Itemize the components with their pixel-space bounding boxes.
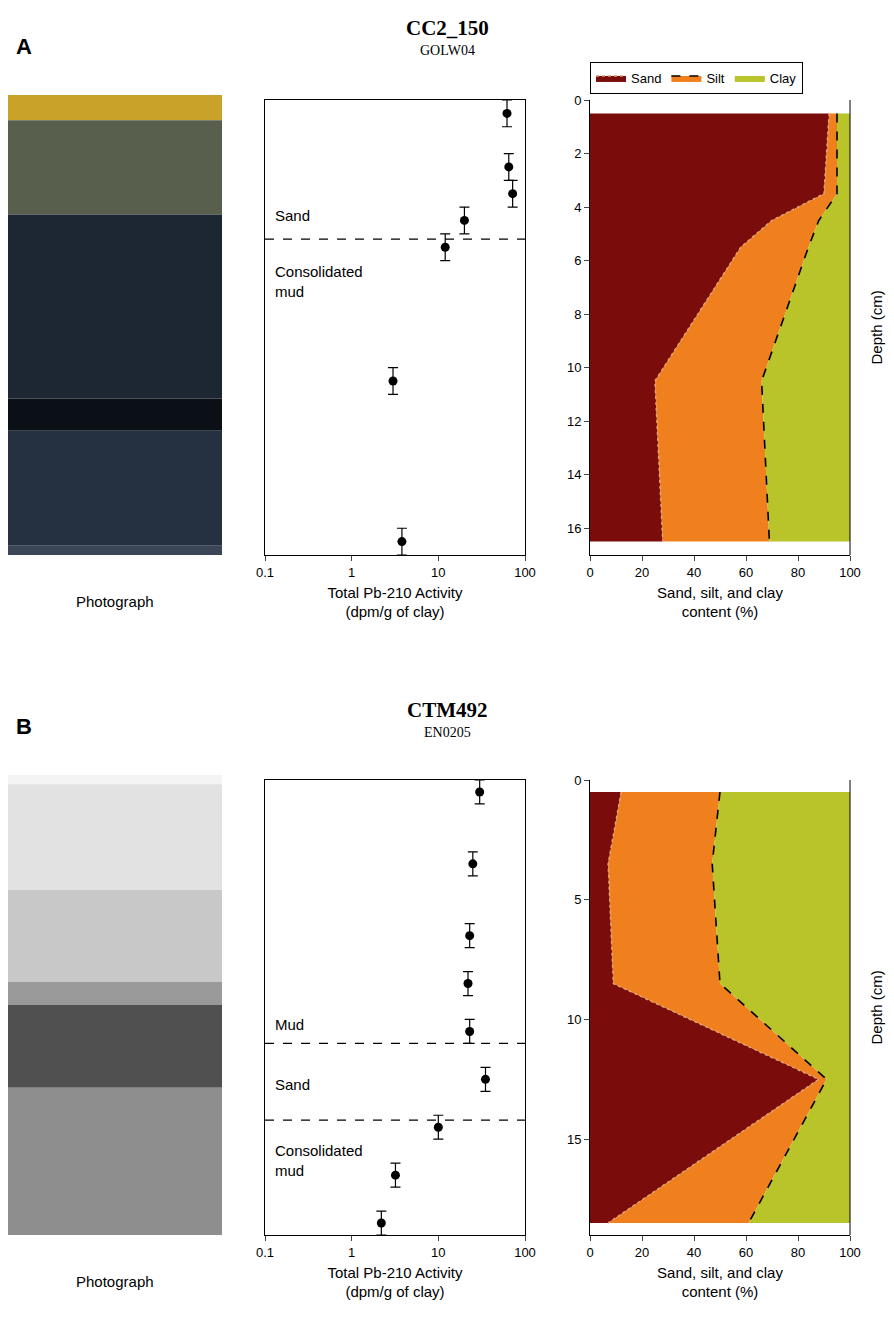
- svg-text:80: 80: [791, 565, 805, 580]
- svg-text:EN0205: EN0205: [424, 725, 471, 740]
- svg-text:5: 5: [574, 892, 581, 907]
- svg-text:10: 10: [567, 1012, 581, 1027]
- svg-text:8: 8: [574, 307, 581, 322]
- svg-text:60: 60: [739, 1245, 753, 1260]
- svg-text:2: 2: [574, 146, 581, 161]
- svg-text:Sand: Sand: [275, 1076, 310, 1093]
- svg-text:Sand, silt, and claycontent (%: Sand, silt, and claycontent (%): [657, 1264, 783, 1301]
- svg-text:GOLW04: GOLW04: [420, 43, 475, 58]
- svg-text:CTM492: CTM492: [407, 698, 488, 722]
- svg-text:Total Pb-210 Activity(dpm/g of: Total Pb-210 Activity(dpm/g of clay): [327, 1264, 463, 1301]
- svg-text:14: 14: [567, 467, 581, 482]
- svg-text:Consolidatedmud: Consolidatedmud: [275, 263, 363, 300]
- svg-text:6: 6: [574, 253, 581, 268]
- svg-text:CC2_150: CC2_150: [406, 16, 489, 40]
- svg-text:Sand, silt, and claycontent (%: Sand, silt, and claycontent (%): [657, 584, 783, 621]
- svg-text:10: 10: [431, 565, 445, 580]
- svg-text:Sand: Sand: [275, 207, 310, 224]
- svg-text:0: 0: [574, 93, 581, 108]
- svg-text:80: 80: [791, 1245, 805, 1260]
- svg-text:20: 20: [635, 1245, 649, 1260]
- svg-text:1: 1: [348, 1245, 355, 1260]
- svg-text:20: 20: [635, 565, 649, 580]
- svg-text:A: A: [16, 34, 32, 59]
- svg-text:B: B: [16, 714, 32, 739]
- svg-text:Total Pb-210 Activity(dpm/g of: Total Pb-210 Activity(dpm/g of clay): [327, 584, 463, 621]
- svg-text:16: 16: [567, 521, 581, 536]
- svg-text:40: 40: [687, 565, 701, 580]
- svg-text:0: 0: [574, 773, 581, 788]
- svg-text:Mud: Mud: [275, 1016, 304, 1033]
- svg-text:0: 0: [586, 1245, 593, 1260]
- svg-text:Clay: Clay: [770, 71, 797, 86]
- svg-text:15: 15: [567, 1132, 581, 1147]
- svg-text:12: 12: [567, 414, 581, 429]
- svg-text:100: 100: [839, 565, 861, 580]
- svg-text:4: 4: [574, 200, 581, 215]
- svg-text:100: 100: [514, 1245, 536, 1260]
- svg-text:10: 10: [431, 1245, 445, 1260]
- svg-text:10: 10: [567, 360, 581, 375]
- svg-text:0.1: 0.1: [256, 565, 274, 580]
- svg-text:Depth (cm): Depth (cm): [868, 290, 885, 364]
- svg-text:40: 40: [687, 1245, 701, 1260]
- svg-text:Photograph: Photograph: [76, 593, 154, 610]
- svg-text:Photograph: Photograph: [76, 1273, 154, 1290]
- svg-text:60: 60: [739, 565, 753, 580]
- svg-text:Consolidatedmud: Consolidatedmud: [275, 1142, 363, 1179]
- svg-text:1: 1: [348, 565, 355, 580]
- svg-text:Sand: Sand: [631, 71, 661, 86]
- svg-text:100: 100: [839, 1245, 861, 1260]
- svg-text:100: 100: [514, 565, 536, 580]
- svg-text:0: 0: [586, 565, 593, 580]
- svg-text:0.1: 0.1: [256, 1245, 274, 1260]
- svg-text:Depth (cm): Depth (cm): [868, 970, 885, 1044]
- svg-text:Silt: Silt: [706, 71, 724, 86]
